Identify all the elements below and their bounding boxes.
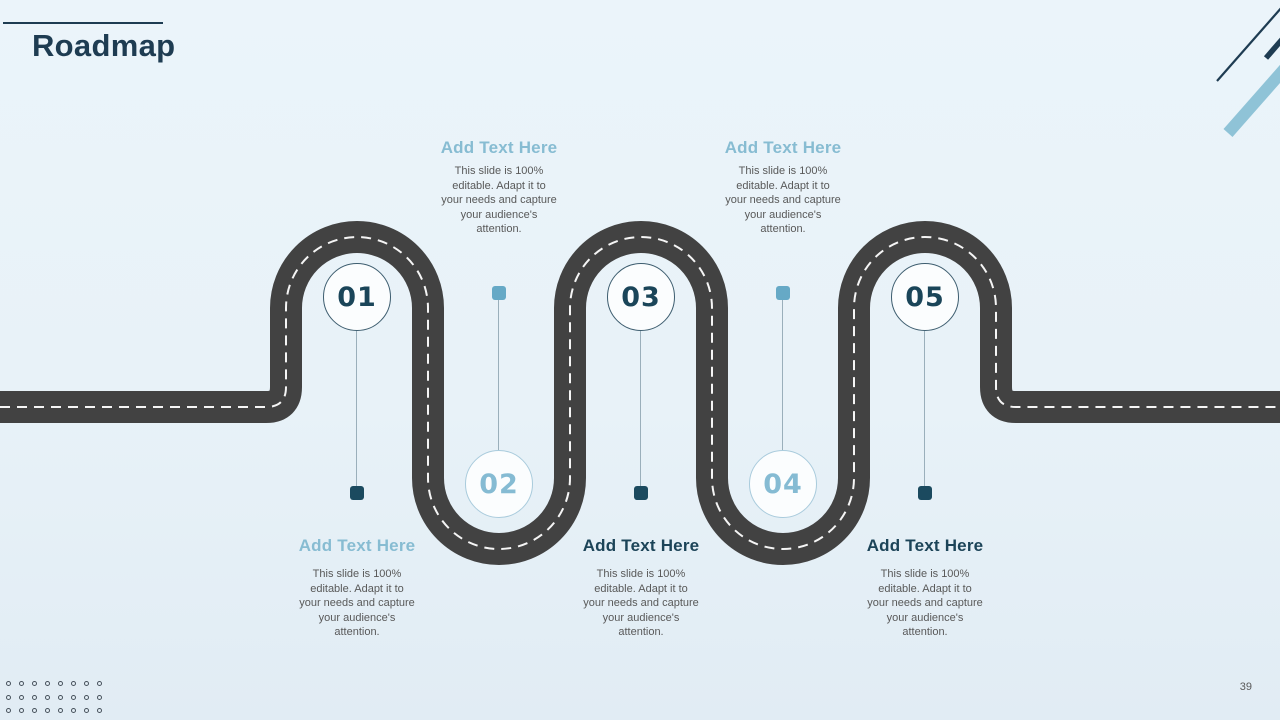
- milestone-05-number: 05: [905, 281, 945, 313]
- milestone-04-badge[interactable]: 04: [749, 450, 817, 518]
- milestone-03-body[interactable]: This slide is 100% editable. Adapt it to…: [583, 568, 699, 638]
- milestone-05-heading[interactable]: Add Text Here: [866, 536, 984, 555]
- milestone-05-marker: [918, 486, 932, 500]
- milestone-01-body[interactable]: This slide is 100% editable. Adapt it to…: [299, 568, 415, 638]
- page-number: 39: [1239, 681, 1252, 693]
- milestone-04-marker: [776, 286, 790, 300]
- milestone-01-marker: [350, 486, 364, 500]
- milestone-04-connector-line: [782, 300, 783, 450]
- milestone-01-number: 01: [337, 281, 377, 313]
- milestone-02-badge[interactable]: 02: [465, 450, 533, 518]
- milestone-04-body[interactable]: This slide is 100% editable. Adapt it to…: [725, 165, 841, 235]
- page-title: Roadmap: [32, 28, 176, 63]
- milestone-03-badge[interactable]: 03: [607, 263, 675, 331]
- milestone-05-badge[interactable]: 05: [891, 263, 959, 331]
- milestone-05-body[interactable]: This slide is 100% editable. Adapt it to…: [867, 568, 983, 638]
- decorative-dot-grid: [6, 681, 102, 713]
- title-overline: [3, 22, 163, 24]
- milestone-02-heading[interactable]: Add Text Here: [440, 138, 558, 157]
- deco-blue-band: [1223, 64, 1280, 137]
- milestone-03-connector-line: [640, 331, 641, 486]
- milestone-03-marker: [634, 486, 648, 500]
- deco-thin-line: [1216, 7, 1280, 82]
- milestone-03-number: 03: [621, 281, 661, 313]
- milestone-01-connector-line: [356, 331, 357, 486]
- milestone-02-connector-line: [498, 300, 499, 450]
- milestone-02-number: 02: [479, 468, 519, 500]
- milestone-03-heading[interactable]: Add Text Here: [582, 536, 700, 555]
- milestone-02-marker: [492, 286, 506, 300]
- milestone-05-connector-line: [924, 331, 925, 486]
- deco-short-line: [1263, 37, 1280, 60]
- milestone-01-heading[interactable]: Add Text Here: [298, 536, 416, 555]
- road-centerline: [0, 236, 1280, 550]
- milestone-01-badge[interactable]: 01: [323, 263, 391, 331]
- milestone-04-heading[interactable]: Add Text Here: [724, 138, 842, 157]
- milestone-02-body[interactable]: This slide is 100% editable. Adapt it to…: [441, 165, 557, 235]
- milestone-04-number: 04: [763, 468, 803, 500]
